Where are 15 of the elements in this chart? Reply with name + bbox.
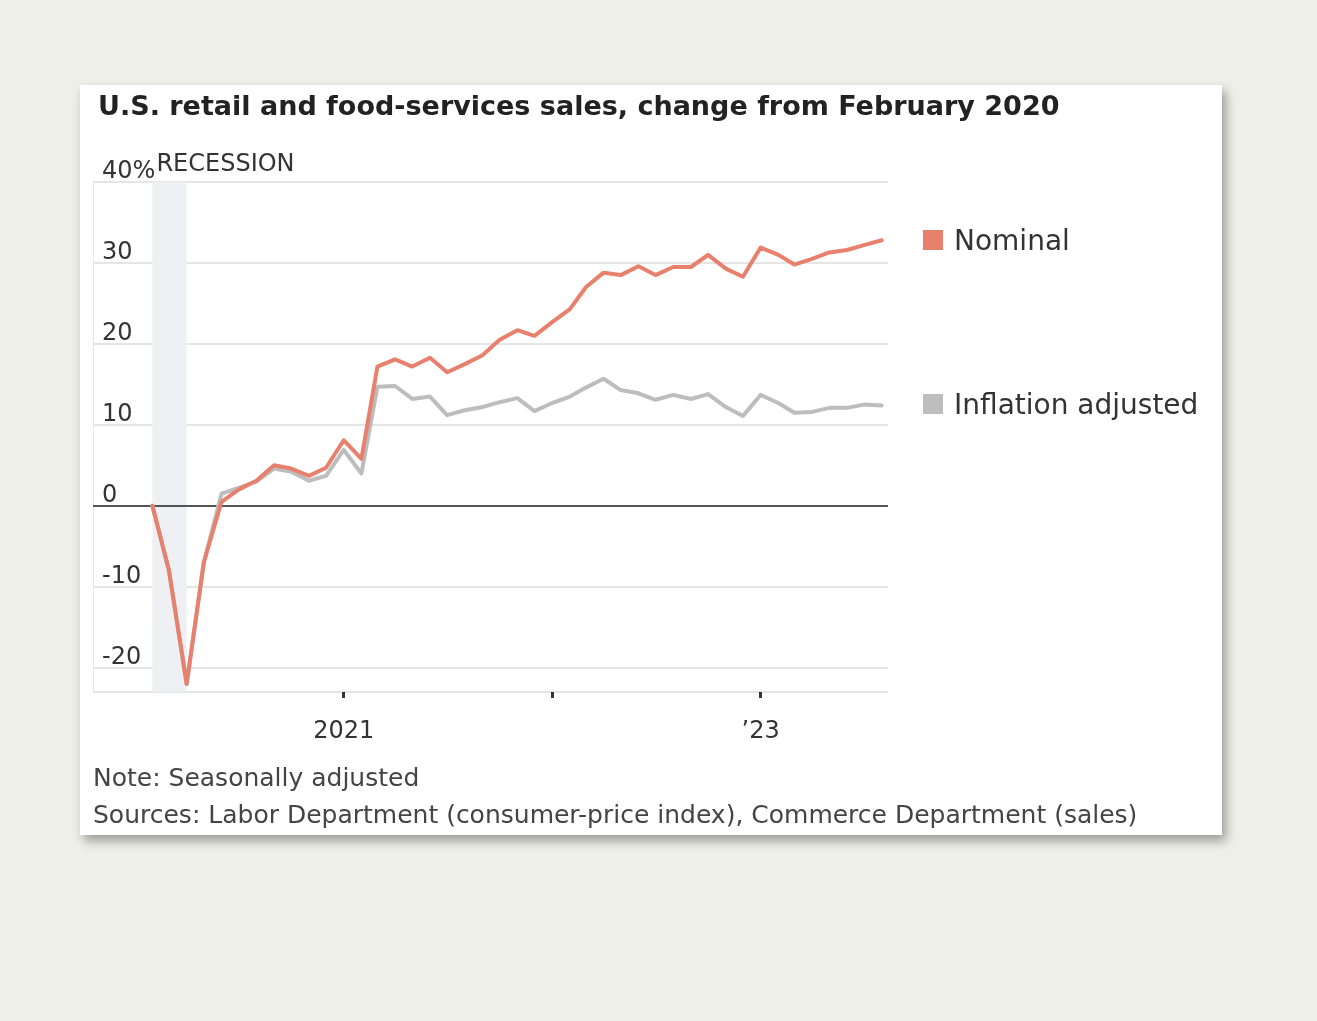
legend-label: Inflation adjusted (954, 387, 1199, 421)
x-tick-label: 2021 (313, 716, 375, 744)
chart-title: U.S. retail and food-services sales, change from February 2020 (98, 90, 1060, 121)
y-tick-label: -20 (102, 641, 142, 670)
y-tick-label: -10 (102, 560, 142, 589)
source-note: Sources: Labor Department (consumer-price index), Commerce Department (sales) (93, 800, 1138, 829)
x-tick-label: ’23 (741, 716, 780, 744)
band-label: RECESSION (156, 149, 295, 177)
legend-label: Nominal (954, 223, 1070, 257)
y-tick-label: 0 (102, 479, 118, 508)
y-tick-label: 20 (102, 317, 133, 346)
text: Note: Seasonally adjusted (93, 763, 420, 792)
y-tick-label: 40% (102, 156, 156, 184)
y-tick-label: 10 (102, 398, 133, 427)
y-tick-label: 30 (102, 236, 133, 265)
